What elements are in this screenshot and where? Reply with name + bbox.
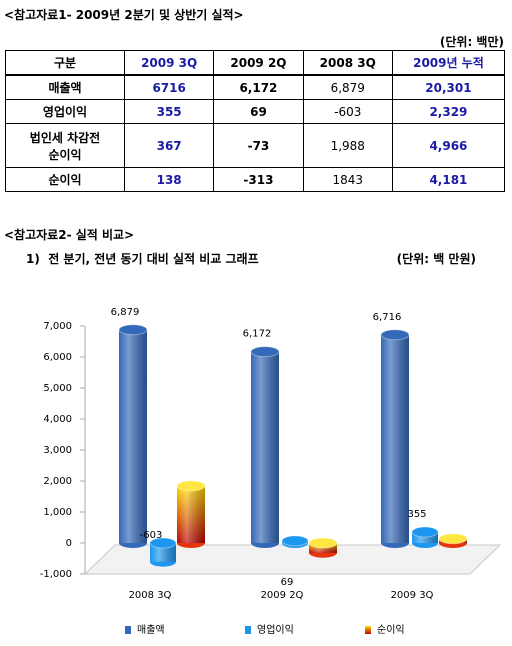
bar-top bbox=[281, 535, 309, 547]
bar-top bbox=[380, 329, 410, 341]
bar-top bbox=[118, 324, 148, 336]
bar-top bbox=[411, 526, 439, 538]
legend-swatch bbox=[245, 626, 251, 634]
legend-label: 매출액 bbox=[137, 624, 165, 636]
table-cell: 2,329 bbox=[391, 99, 506, 124]
table-cell: -603 bbox=[302, 99, 393, 124]
chart: -1,000 0 1,000 2,000 3,000 4,000 5,000 6,000 7,0… bbox=[40, 307, 502, 636]
x-tick-label: 2009 3Q bbox=[391, 590, 434, 601]
table-cell: 1,988 bbox=[302, 123, 393, 168]
data-label: 355 bbox=[407, 509, 426, 520]
table-cell: 6716 bbox=[123, 74, 215, 100]
bar bbox=[149, 537, 177, 567]
bar-shade bbox=[251, 351, 279, 543]
y-tick-label: 7,000 bbox=[43, 321, 72, 332]
table-cell: 367 bbox=[123, 123, 215, 168]
bar-shade bbox=[119, 329, 147, 543]
table-cell: 2009 3Q bbox=[123, 50, 215, 76]
y-tick-label: 3,000 bbox=[43, 445, 72, 456]
bar-shade bbox=[412, 531, 438, 543]
table-cell: 6,879 bbox=[302, 74, 393, 100]
table-cell: -73 bbox=[213, 123, 304, 168]
data-label: 69 bbox=[281, 577, 294, 588]
table-cell: 4,966 bbox=[391, 123, 506, 168]
data-label: -603 bbox=[140, 530, 163, 541]
table-row: 구분 2009 3Q 2009 2Q 2008 3Q 2009년 누적 bbox=[5, 50, 506, 76]
table-cell: 2008 3Q bbox=[302, 50, 393, 76]
bar bbox=[281, 535, 309, 548]
table-cell: 매출액 bbox=[5, 74, 125, 100]
y-tick-label: -1,000 bbox=[40, 569, 72, 580]
table-cell: 1843 bbox=[302, 167, 393, 192]
table-row: 법인세 차감전 순이익 367 -73 1,988 4,966 bbox=[5, 123, 506, 168]
y-tick-label: 1,000 bbox=[43, 507, 72, 518]
doc-title: <참고자료1- 2009년 2분기 및 상반기 실적> bbox=[4, 8, 244, 22]
bar bbox=[438, 533, 468, 548]
table-cell: -313 bbox=[213, 167, 304, 192]
table-row: 순이익 138 -313 1843 4,181 bbox=[5, 167, 506, 192]
x-tick-label: 2008 3Q bbox=[129, 590, 172, 601]
y-tick-label: 4,000 bbox=[43, 414, 72, 425]
unit-label: (단위: 백 만원) bbox=[396, 252, 476, 266]
chart-floor bbox=[83, 544, 502, 575]
table-row: 매출액 6716 6,172 6,879 20,301 bbox=[5, 74, 506, 100]
bar bbox=[411, 526, 439, 548]
x-tick-label: 2009 2Q bbox=[261, 590, 304, 601]
table-cell: 4,181 bbox=[391, 167, 506, 192]
data-label: 6,716 bbox=[373, 312, 402, 323]
y-tick-label: 6,000 bbox=[43, 352, 72, 363]
bar bbox=[250, 346, 280, 548]
data-label: 6,879 bbox=[111, 307, 140, 318]
table-cell: 영업이익 bbox=[5, 99, 125, 124]
table-cell: 2009년 누적 bbox=[391, 50, 506, 76]
legend-label: 순이익 bbox=[377, 624, 405, 636]
legend-label: 영업이익 bbox=[257, 623, 294, 636]
table-cell: 순이익 bbox=[5, 167, 125, 192]
bar-shade bbox=[381, 334, 409, 543]
section-subtitle: 1) 전 분기, 전년 동기 대비 실적 비교 그래프 bbox=[26, 252, 259, 266]
bar-top bbox=[438, 533, 468, 545]
table-cell: 355 bbox=[123, 99, 215, 124]
table-cell: 138 bbox=[123, 167, 215, 192]
section-title: <참고자료2- 실적 비교> bbox=[4, 228, 135, 242]
y-tick-label: 0 bbox=[66, 538, 72, 549]
table-cell: 2009 2Q bbox=[213, 50, 304, 76]
bar bbox=[118, 324, 148, 548]
results-table: 구분 2009 3Q 2009 2Q 2008 3Q 2009년 누적 매출액 6716 6,… bbox=[5, 50, 506, 192]
bar bbox=[380, 329, 410, 548]
table-cell: 69 bbox=[213, 99, 304, 124]
bar bbox=[308, 537, 338, 558]
unit-label: (단위: 백만) bbox=[439, 35, 504, 49]
bar-shade bbox=[177, 485, 205, 543]
data-label: 6,172 bbox=[243, 329, 272, 340]
y-tick-label: 2,000 bbox=[43, 476, 72, 487]
table-cell: 구분 bbox=[5, 50, 125, 76]
legend-swatch bbox=[365, 626, 371, 634]
bar-top bbox=[176, 480, 206, 492]
table-cell: 20,301 bbox=[391, 74, 506, 100]
bar-top bbox=[308, 537, 338, 549]
bar-shade bbox=[150, 543, 176, 562]
table-row: 영업이익 355 69 -603 2,329 bbox=[5, 99, 506, 124]
bar-top bbox=[149, 537, 177, 549]
table-cell: 법인세 차감전 순이익 bbox=[5, 123, 125, 168]
table-cell: 6,172 bbox=[213, 74, 304, 100]
y-tick-label: 5,000 bbox=[43, 383, 72, 394]
bar bbox=[176, 480, 206, 548]
bar-top bbox=[250, 346, 280, 358]
legend-swatch bbox=[125, 626, 131, 634]
